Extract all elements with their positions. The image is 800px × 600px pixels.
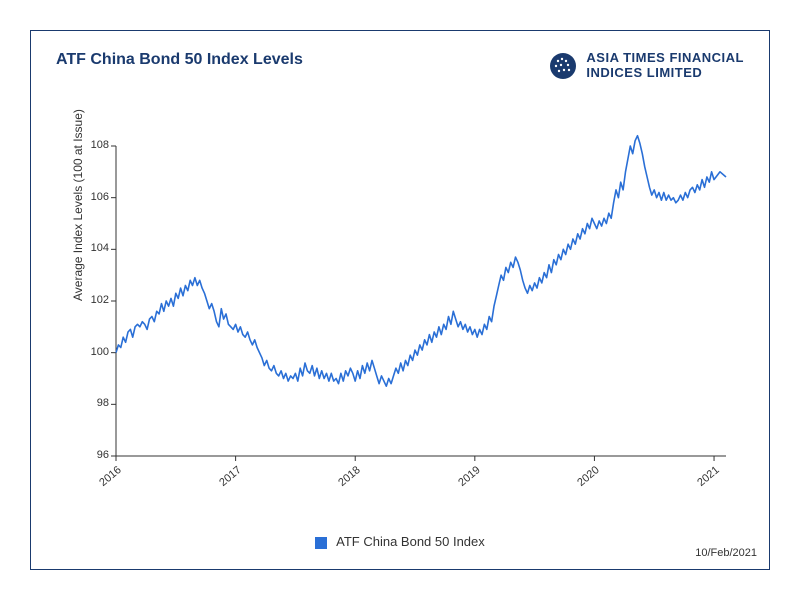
- globe-icon: [548, 51, 578, 81]
- y-tick-label: 100: [81, 346, 109, 358]
- date-stamp: 10/Feb/2021: [695, 547, 757, 559]
- x-tick-label: 2020: [564, 464, 602, 499]
- legend-swatch: [315, 537, 327, 549]
- y-axis-label: Average Index Levels (100 at Issue): [71, 109, 85, 301]
- y-tick-label: 106: [81, 191, 109, 203]
- logo-line2: INDICES LIMITED: [586, 66, 744, 81]
- x-tick-label: 2016: [85, 464, 123, 499]
- y-tick-label: 108: [81, 139, 109, 151]
- logo-line1: ASIA TIMES FINANCIAL: [586, 51, 744, 66]
- plot-area: [116, 146, 726, 456]
- chart-frame: ATF China Bond 50 Index Levels ASIA TIME…: [30, 30, 770, 570]
- y-tick-label: 102: [81, 294, 109, 306]
- chart-title: ATF China Bond 50 Index Levels: [56, 51, 303, 69]
- y-tick-label: 96: [81, 449, 109, 461]
- legend-label: ATF China Bond 50 Index: [336, 534, 485, 549]
- y-tick-label: 104: [81, 242, 109, 254]
- x-tick-label: 2018: [325, 464, 363, 499]
- y-tick-label: 98: [81, 397, 109, 409]
- x-tick-label: 2017: [205, 464, 243, 499]
- company-logo: ASIA TIMES FINANCIAL INDICES LIMITED: [548, 51, 744, 81]
- x-tick-label: 2021: [683, 464, 721, 499]
- header: ATF China Bond 50 Index Levels ASIA TIME…: [56, 51, 744, 101]
- x-tick-label: 2019: [444, 464, 482, 499]
- logo-text: ASIA TIMES FINANCIAL INDICES LIMITED: [586, 51, 744, 81]
- plot-svg: [116, 146, 726, 456]
- series-line: [116, 136, 726, 387]
- legend: ATF China Bond 50 Index: [31, 534, 769, 549]
